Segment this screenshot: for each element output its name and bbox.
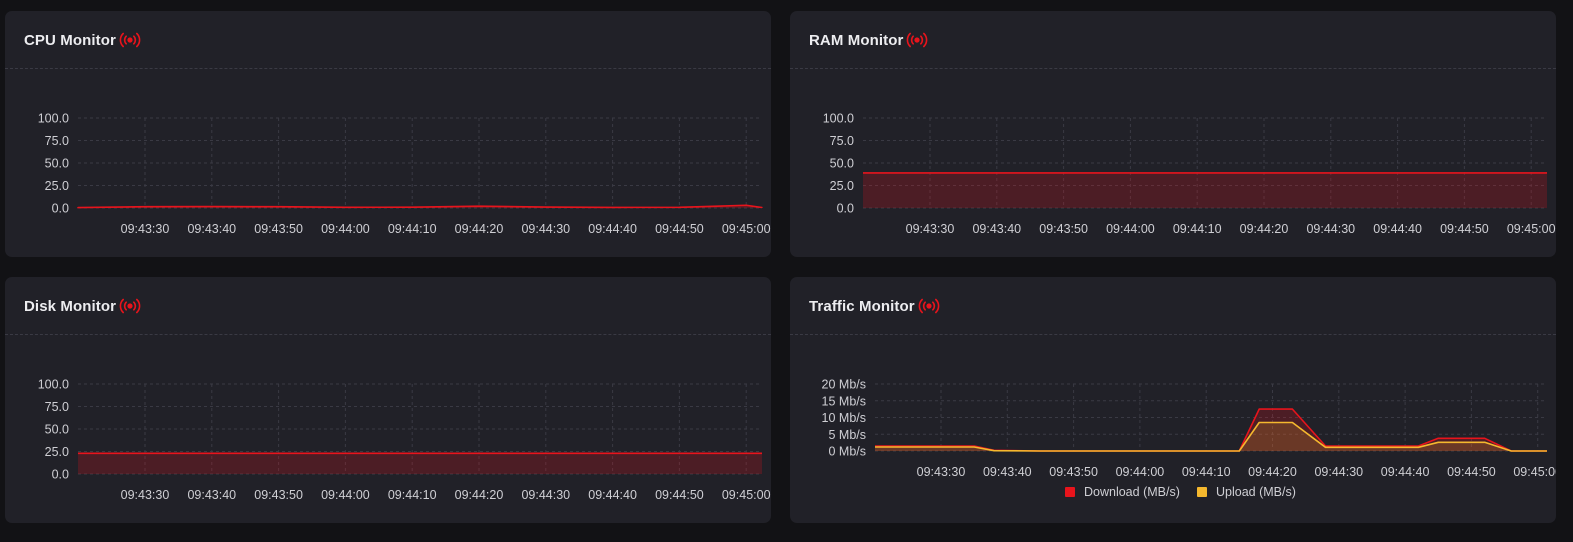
legend-label: Upload (MB/s): [1216, 485, 1296, 499]
y-tick-label: 0 Mb/s: [828, 445, 866, 459]
y-tick-label: 25.0: [830, 179, 854, 193]
x-tick-label: 09:43:30: [906, 222, 955, 236]
x-tick-label: 09:43:40: [983, 465, 1032, 479]
x-tick-label: 09:44:30: [521, 222, 570, 236]
card-title: Disk Monitor: [24, 297, 141, 315]
y-tick-label: 25.0: [45, 179, 69, 193]
y-tick-label: 10 Mb/s: [822, 411, 866, 425]
x-tick-label: 09:44:00: [321, 222, 370, 236]
series-area: [863, 172, 1547, 208]
y-tick-label: 0.0: [837, 202, 854, 216]
x-tick-label: 09:44:10: [388, 488, 437, 502]
x-tick-label: 09:43:50: [254, 222, 303, 236]
series-line: [875, 421, 1547, 452]
x-tick-label: 09:43:30: [917, 465, 966, 479]
card-header: CPU Monitor: [5, 11, 771, 69]
y-tick-label: 25.0: [45, 445, 69, 459]
x-tick-label: 09:44:40: [1381, 465, 1430, 479]
x-tick-label: 09:45:00: [722, 488, 771, 502]
card-title: RAM Monitor: [809, 31, 928, 49]
y-tick-label: 0.0: [52, 202, 69, 216]
x-tick-label: 09:44:00: [321, 488, 370, 502]
x-tick-label: 09:45:00: [1507, 222, 1556, 236]
broadcast-icon: [907, 32, 928, 48]
x-tick-label: 09:43:50: [1049, 465, 1098, 479]
legend-label: Download (MB/s): [1084, 485, 1180, 499]
series-line: [77, 204, 763, 209]
cpu-monitor-card: CPU Monitor 100.0 75.0 50.0 25.0 0.0 09:43:30…: [5, 11, 771, 257]
ram-monitor-card: RAM Monitor 100.0 75.0 50.0 25.0 0.0 09:43:30…: [790, 11, 1556, 257]
cpu-monitor-title: CPU Monitor: [24, 31, 116, 49]
x-tick-label: 09:45:00: [722, 222, 771, 236]
x-tick-label: 09:43:30: [121, 222, 170, 236]
x-tick-label: 09:44:50: [655, 488, 704, 502]
y-tick-label: 75.0: [45, 134, 69, 148]
x-tick-label: 09:44:50: [655, 222, 704, 236]
x-tick-label: 09:44:30: [1314, 465, 1363, 479]
x-tick-label: 09:44:10: [1182, 465, 1231, 479]
legend-swatch: [1065, 487, 1075, 497]
traffic-monitor-title: Traffic Monitor: [809, 297, 915, 315]
y-tick-label: 50.0: [45, 157, 69, 171]
series-area: [78, 453, 762, 474]
series-area: [875, 422, 1547, 451]
card-header: Disk Monitor: [5, 277, 771, 335]
y-tick-label: 75.0: [45, 400, 69, 414]
x-tick-label: 09:43:40: [972, 222, 1021, 236]
x-tick-label: 09:44:20: [455, 488, 504, 502]
x-tick-label: 09:44:20: [1248, 465, 1297, 479]
y-tick-label: 0.0: [52, 468, 69, 482]
x-tick-label: 09:44:50: [1440, 222, 1489, 236]
traffic-monitor-card: Traffic Monitor 20 Mb/s 15 Mb/s 10 Mb/s 5 M…: [790, 277, 1556, 523]
x-tick-label: 09:44:10: [388, 222, 437, 236]
traffic-chart: 20 Mb/s 15 Mb/s 10 Mb/s 5 Mb/s 0 Mb/s 09:43:3…: [822, 378, 1556, 500]
y-tick-label: 75.0: [830, 134, 854, 148]
y-tick-label: 100.0: [38, 112, 69, 126]
card-header: Traffic Monitor: [790, 277, 1556, 335]
broadcast-icon: [119, 298, 141, 314]
x-tick-label: 09:44:30: [521, 488, 570, 502]
broadcast-icon: [119, 32, 141, 48]
y-tick-label: 20 Mb/s: [822, 378, 866, 392]
x-tick-label: 09:44:50: [1447, 465, 1496, 479]
disk-monitor-card: Disk Monitor 100.0 75.0 50.0 25.0 0.0 09:43:3…: [5, 277, 771, 523]
y-tick-label: 50.0: [830, 157, 854, 171]
x-tick-label: 09:44:40: [588, 222, 637, 236]
x-tick-label: 09:44:40: [588, 488, 637, 502]
x-tick-label: 09:43:50: [1039, 222, 1088, 236]
legend-swatch: [1197, 487, 1207, 497]
x-tick-label: 09:44:40: [1373, 222, 1422, 236]
cpu-chart: 100.0 75.0 50.0 25.0 0.0 09:43:30 09:43:40 09:4…: [38, 112, 771, 237]
x-tick-label: 09:43:50: [254, 488, 303, 502]
card-title: CPU Monitor: [24, 31, 141, 49]
y-tick-label: 5 Mb/s: [828, 428, 866, 442]
ram-chart: 100.0 75.0 50.0 25.0 0.0 09:43:30 09:43:40 09:4…: [823, 112, 1556, 237]
x-tick-label: 09:43:30: [121, 488, 170, 502]
ram-monitor-title: RAM Monitor: [809, 31, 904, 49]
y-tick-label: 100.0: [823, 112, 854, 126]
y-tick-label: 50.0: [45, 423, 69, 437]
x-tick-label: 09:43:40: [187, 222, 236, 236]
x-tick-label: 09:44:00: [1106, 222, 1155, 236]
broadcast-icon: [918, 298, 940, 314]
x-tick-label: 09:44:20: [455, 222, 504, 236]
disk-chart: 100.0 75.0 50.0 25.0 0.0 09:43:30 09:43:40 09:4…: [38, 378, 771, 503]
x-tick-label: 09:44:30: [1306, 222, 1355, 236]
x-tick-label: 09:44:00: [1116, 465, 1165, 479]
card-title: Traffic Monitor: [809, 297, 940, 315]
y-tick-label: 15 Mb/s: [822, 394, 866, 408]
card-header: RAM Monitor: [790, 11, 1556, 69]
y-tick-label: 100.0: [38, 378, 69, 392]
x-tick-label: 09:44:20: [1240, 222, 1289, 236]
x-tick-label: 09:45:00: [1513, 465, 1556, 479]
x-tick-label: 09:44:10: [1173, 222, 1222, 236]
x-tick-label: 09:43:40: [187, 488, 236, 502]
disk-monitor-title: Disk Monitor: [24, 297, 117, 315]
